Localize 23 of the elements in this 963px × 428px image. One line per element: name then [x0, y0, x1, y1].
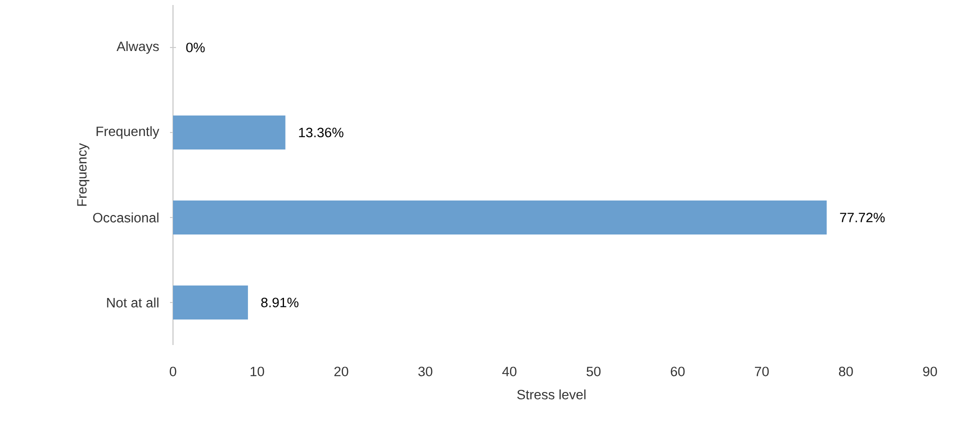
y-tick-label: Always: [116, 41, 159, 54]
x-axis-title: Stress level: [517, 389, 586, 400]
x-tick-label: 30: [418, 366, 432, 376]
bar: [173, 286, 248, 320]
y-axis-title: Frequency: [77, 143, 90, 206]
x-tick-label: 0: [170, 366, 176, 376]
x-tick-label: 60: [670, 366, 685, 376]
y-tick-label: Frequently: [96, 126, 160, 139]
x-tick-label: 90: [923, 366, 937, 376]
y-tick-label: Not at all: [107, 298, 158, 308]
data-label: 0%: [186, 42, 205, 52]
x-tick-label: 40: [502, 366, 516, 376]
x-tick-label: 20: [334, 366, 348, 376]
data-label: 77.72%: [840, 212, 885, 222]
x-tick-label: 70: [754, 366, 769, 376]
bar: [173, 116, 286, 150]
x-tick-label: 80: [838, 366, 853, 376]
data-label: 13.36%: [299, 128, 344, 138]
data-label: 8.91%: [261, 298, 298, 308]
y-tick-label: Occasional: [93, 212, 158, 222]
bar: [173, 200, 827, 235]
x-tick-label: 10: [250, 366, 264, 376]
x-tick-label: 50: [586, 366, 601, 376]
